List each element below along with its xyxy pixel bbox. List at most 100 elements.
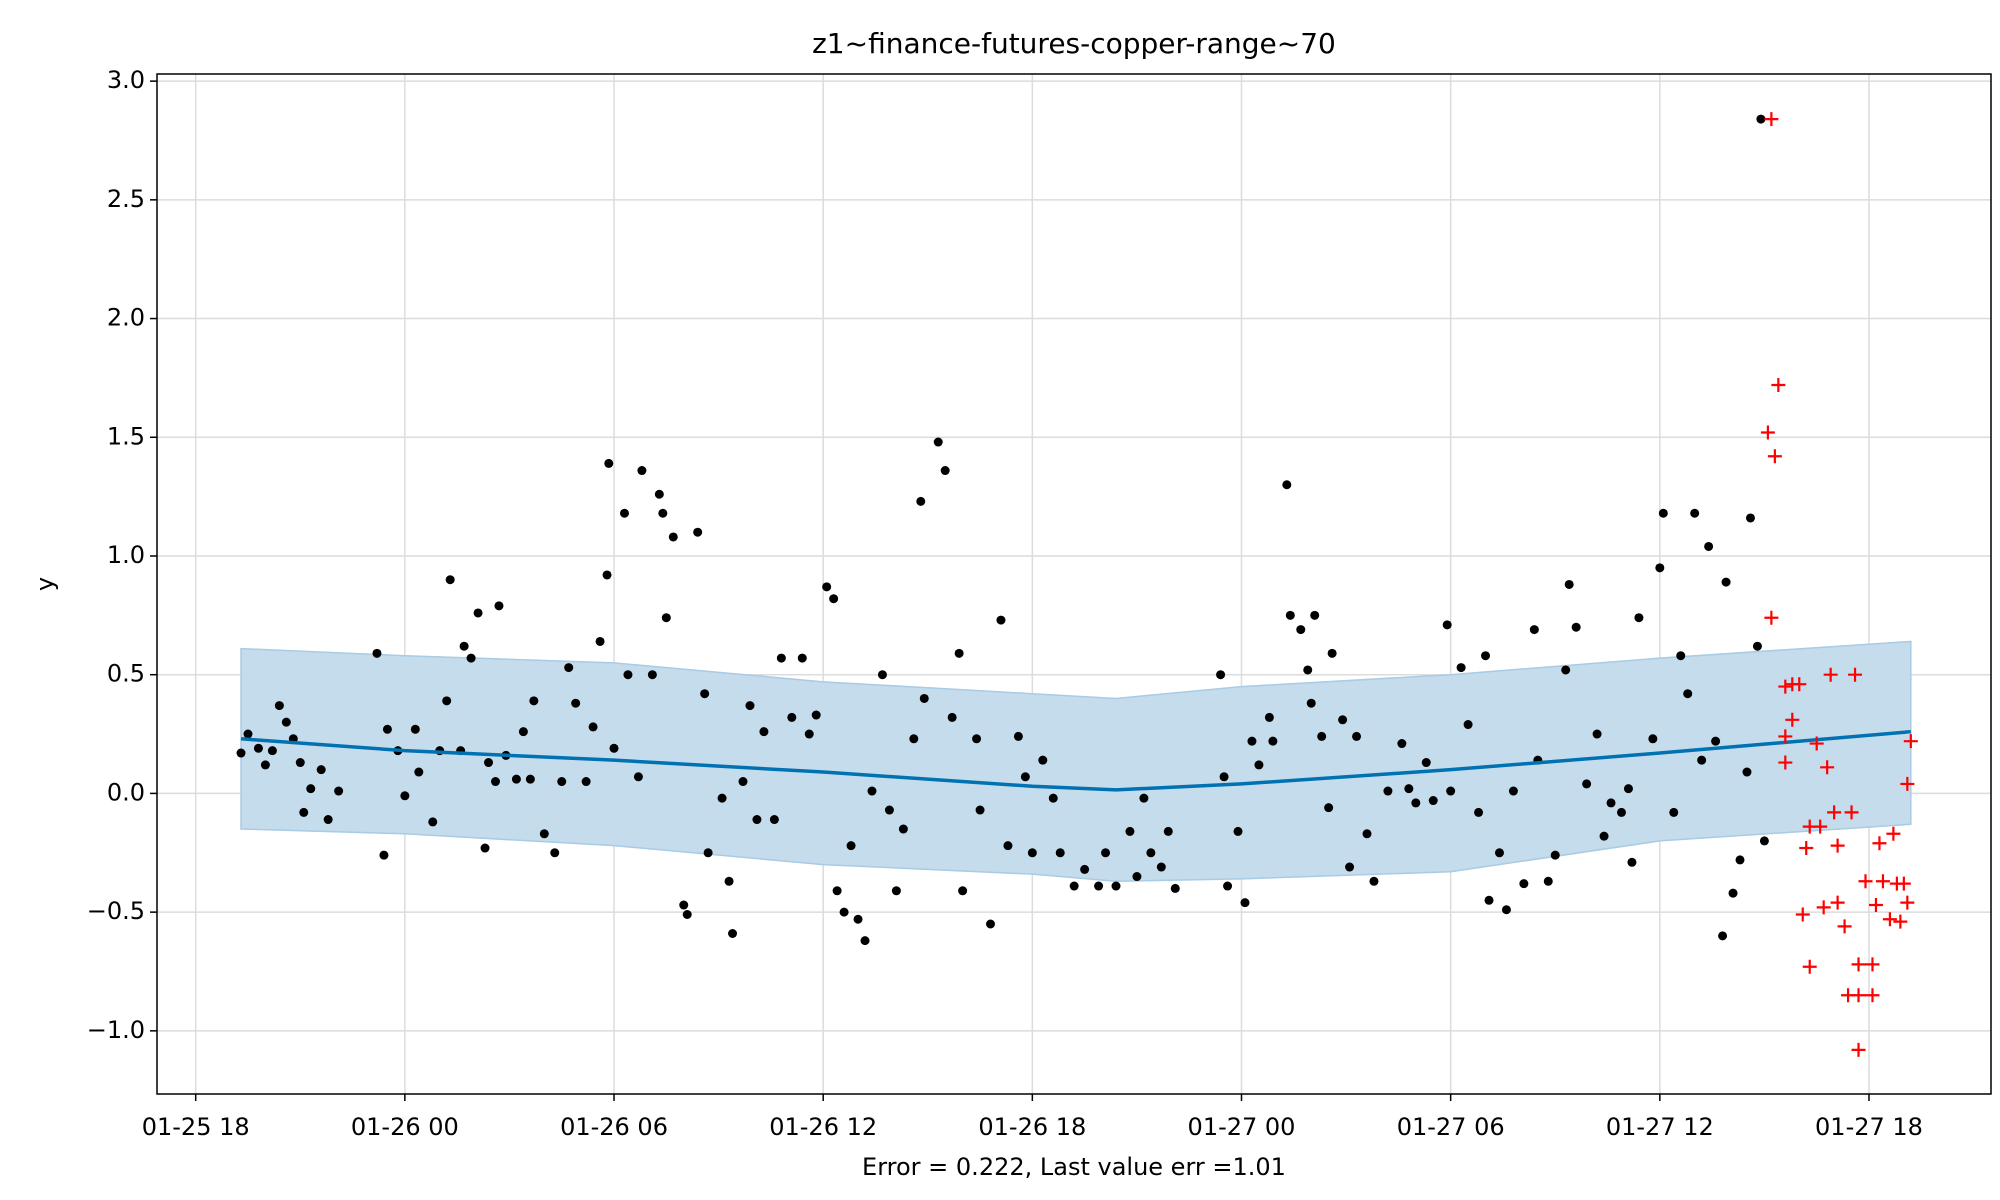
observed-point bbox=[752, 815, 762, 825]
observed-point bbox=[1310, 610, 1320, 620]
test-point bbox=[1865, 957, 1880, 972]
y-tick-label: 1.5 bbox=[107, 422, 145, 450]
observed-point bbox=[1163, 826, 1173, 836]
observed-point bbox=[1690, 508, 1700, 518]
observed-point bbox=[595, 636, 605, 646]
observed-point bbox=[884, 805, 894, 815]
observed-point bbox=[494, 601, 504, 611]
observed-point bbox=[484, 758, 494, 768]
observed-point bbox=[1592, 729, 1602, 739]
observed-point bbox=[1428, 796, 1438, 806]
test-point bbox=[1785, 712, 1800, 727]
observed-point bbox=[1561, 665, 1571, 675]
test-point bbox=[1903, 734, 1918, 749]
observed-point bbox=[1223, 881, 1233, 891]
observed-point bbox=[428, 817, 438, 827]
test-point bbox=[1848, 667, 1863, 682]
observed-point bbox=[1013, 731, 1023, 741]
test-point bbox=[1900, 776, 1915, 791]
test-point bbox=[1844, 805, 1859, 820]
observed-point bbox=[1494, 848, 1504, 858]
observed-point bbox=[473, 608, 483, 618]
observed-point bbox=[529, 696, 539, 706]
observed-point bbox=[940, 466, 950, 476]
observed-point bbox=[260, 760, 270, 770]
observed-point bbox=[372, 648, 382, 658]
observed-point bbox=[1285, 610, 1295, 620]
observed-point bbox=[1139, 793, 1149, 803]
observed-point bbox=[1048, 793, 1058, 803]
observed-point bbox=[1721, 577, 1731, 587]
observed-point bbox=[1571, 622, 1581, 632]
observed-point bbox=[1411, 798, 1421, 808]
observed-point bbox=[661, 613, 671, 623]
observed-point bbox=[1474, 807, 1484, 817]
observed-point bbox=[1038, 755, 1048, 765]
y-axis-label: y bbox=[31, 577, 59, 591]
test-point bbox=[1778, 729, 1793, 744]
observed-point bbox=[1111, 881, 1121, 891]
observed-point bbox=[1759, 836, 1769, 846]
observed-point bbox=[334, 786, 344, 796]
x-tick-label: 01-27 18 bbox=[1815, 1113, 1923, 1141]
observed-point bbox=[822, 582, 832, 592]
y-tick-label: −0.5 bbox=[87, 897, 145, 925]
observed-point bbox=[933, 437, 943, 447]
test-point bbox=[1764, 112, 1779, 127]
observed-point bbox=[1669, 807, 1679, 817]
observed-point bbox=[787, 712, 797, 722]
test-point bbox=[1875, 874, 1890, 889]
observed-point bbox=[1240, 898, 1250, 908]
observed-point bbox=[728, 928, 738, 938]
observed-point bbox=[525, 774, 535, 784]
observed-point bbox=[316, 765, 326, 775]
observed-point bbox=[1027, 848, 1037, 858]
observed-point bbox=[1742, 767, 1752, 777]
observed-point bbox=[916, 496, 926, 506]
observed-point bbox=[682, 910, 692, 920]
observed-point bbox=[1254, 760, 1264, 770]
y-tick-label: −1.0 bbox=[87, 1016, 145, 1044]
observed-point bbox=[1704, 541, 1714, 551]
observed-point bbox=[1170, 883, 1180, 893]
observed-point bbox=[564, 663, 574, 673]
observed-point bbox=[480, 843, 490, 853]
observed-point bbox=[442, 696, 452, 706]
observed-point bbox=[518, 727, 528, 737]
observed-point bbox=[557, 777, 567, 787]
observed-point bbox=[410, 724, 420, 734]
observed-point bbox=[1735, 855, 1745, 865]
observed-point bbox=[609, 743, 619, 753]
observed-point bbox=[1456, 663, 1466, 673]
axes-frame bbox=[156, 73, 1992, 1095]
observed-point bbox=[769, 815, 779, 825]
observed-point bbox=[1306, 698, 1316, 708]
x-tick-label: 01-26 06 bbox=[560, 1113, 668, 1141]
observed-point bbox=[1501, 905, 1511, 915]
observed-point bbox=[604, 458, 614, 468]
observed-point bbox=[832, 886, 842, 896]
observed-point bbox=[703, 848, 713, 858]
test-point bbox=[1795, 907, 1810, 922]
observed-point bbox=[658, 508, 668, 518]
y-tick-label: 2.0 bbox=[107, 304, 145, 332]
observed-point bbox=[1404, 784, 1414, 794]
observed-point bbox=[281, 717, 291, 727]
observed-point bbox=[1219, 772, 1229, 782]
observed-point bbox=[1442, 620, 1452, 630]
observed-point bbox=[539, 829, 549, 839]
observed-point bbox=[1317, 731, 1327, 741]
test-point bbox=[1820, 760, 1835, 775]
x-axis-label: Error = 0.222, Last value err =1.01 bbox=[862, 1153, 1286, 1181]
observed-point bbox=[236, 748, 246, 758]
observed-point bbox=[668, 532, 678, 542]
observed-point bbox=[877, 670, 887, 680]
y-tick-label: 3.0 bbox=[107, 66, 145, 94]
observed-point bbox=[1303, 665, 1313, 675]
observed-point bbox=[1683, 689, 1693, 699]
y-tick-label: 2.5 bbox=[107, 185, 145, 213]
observed-point bbox=[1564, 579, 1574, 589]
y-tick-label: 0.0 bbox=[107, 778, 145, 806]
